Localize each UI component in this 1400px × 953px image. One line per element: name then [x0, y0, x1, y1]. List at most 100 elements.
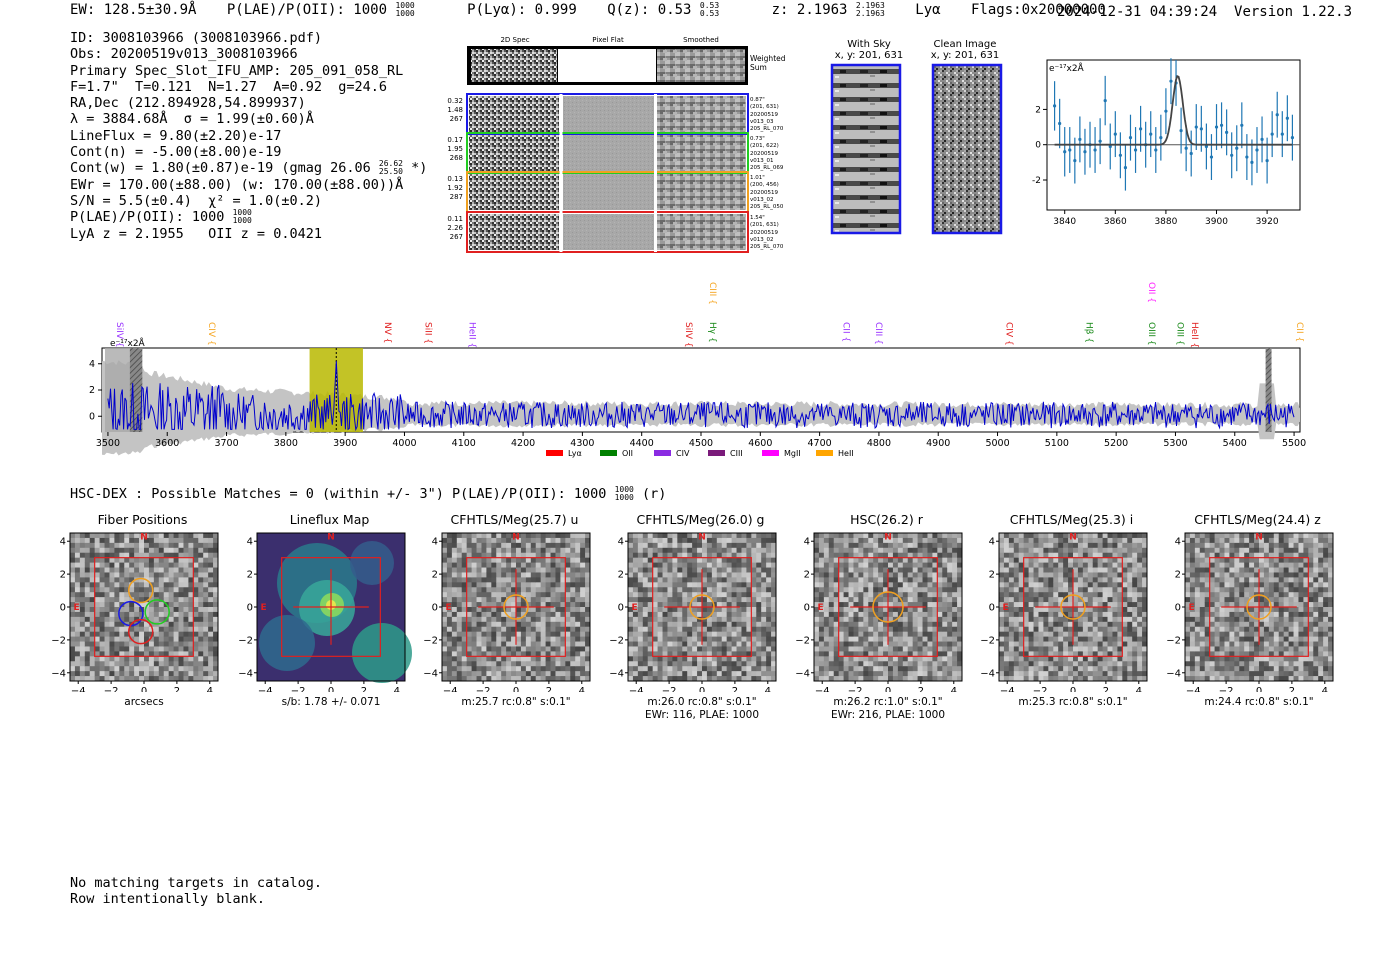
cutout-pixel [932, 641, 938, 647]
cutout-pixel [751, 616, 757, 623]
cutout-pixel [476, 671, 482, 677]
cutout-pixel [486, 572, 492, 578]
cutout-pixel [1137, 587, 1143, 593]
cutout-pixel [1003, 577, 1010, 583]
cutout-pixel [560, 651, 566, 657]
cutout-pixel [168, 621, 175, 628]
cutout-pixel [716, 597, 723, 603]
cutout-pixel [647, 602, 654, 608]
cutout-pixel [662, 656, 668, 662]
cutout-pixel [178, 597, 184, 603]
cutout-pixel [104, 621, 110, 628]
cutout-pixel [637, 666, 644, 672]
cutout-pixel [1038, 626, 1044, 633]
cutout-pixel [203, 572, 209, 578]
cutout-pixel [580, 631, 586, 638]
cutout-pixel [736, 676, 742, 682]
cutout-pixel [79, 602, 86, 608]
cutout-pixel [662, 611, 668, 618]
cutout-pixel [652, 611, 659, 618]
cutout-pixel [907, 626, 914, 633]
spectrum-xtick-label: 4900 [926, 438, 950, 449]
spectral-line-label: OII { [1146, 282, 1156, 303]
cutout-pixel [70, 656, 76, 662]
cutout-pixel [213, 621, 219, 628]
cutout-pixel [158, 572, 165, 578]
cutout-pixel [144, 661, 150, 667]
cutout-pixel [114, 621, 120, 628]
cutout-pixel [99, 533, 105, 539]
cutout-pixel [163, 607, 170, 613]
aperture-circle [872, 591, 904, 623]
cutout-pixel [525, 607, 532, 613]
cutout-pixel [771, 592, 777, 598]
cutout-pixel [736, 611, 742, 618]
cutout-pixel [153, 602, 160, 608]
cutout-pixel [1018, 656, 1025, 662]
cutout-pixel [565, 616, 571, 623]
cutout-pixel [932, 671, 938, 677]
cutout-pixel [706, 557, 713, 564]
cutout-pixel [1033, 626, 1039, 633]
cutout-pixel [858, 577, 864, 583]
cutout-pixel [570, 597, 576, 603]
cutout-pixel [907, 577, 914, 583]
cutout-pixel [1028, 552, 1034, 559]
cutout-pixel [1003, 656, 1010, 662]
cutout-pixel [516, 607, 522, 613]
cutout-pixel [892, 636, 899, 642]
cutout-pixel [446, 656, 453, 662]
legend-swatch [816, 450, 833, 456]
cutout-pixel [736, 592, 742, 598]
cutout-pixel [144, 552, 150, 559]
cutout-pixel [193, 666, 199, 672]
cutout-pixel [1008, 666, 1015, 672]
cutout-pixel [1137, 676, 1143, 682]
cutout-pixel [873, 577, 879, 583]
cutout-pixel [672, 602, 678, 608]
cutout-pixel [575, 676, 581, 682]
cutout-pixel [530, 562, 537, 568]
cutout-pixel [1107, 661, 1113, 667]
cutout-pixel [1068, 572, 1074, 578]
cutout-pixel [677, 577, 683, 583]
cutout-pixel [1018, 537, 1025, 544]
fit-data-point [1209, 155, 1214, 159]
cutout-pixel [70, 626, 76, 633]
cutout-pixel [511, 641, 517, 647]
cutout-pixel [94, 562, 101, 568]
cutout-pixel [134, 646, 140, 652]
cutout-pixel [878, 621, 884, 628]
cutout-pixel [570, 626, 576, 633]
cutout-pixel [952, 666, 958, 672]
cutout-pixel [736, 646, 742, 652]
cutout-pixel [511, 542, 517, 549]
cutout-pixel [692, 567, 698, 573]
cutout-pixel [1018, 602, 1025, 608]
cutout-pixel [520, 562, 527, 568]
cutout-pixel [1058, 621, 1064, 628]
cutout-pixel [848, 587, 854, 593]
cutout-pixel [702, 626, 708, 633]
cutout-pixel [501, 552, 507, 559]
cutout-pixel [124, 631, 130, 638]
cutout-pixel [560, 572, 566, 578]
cutout-ytick-label: −4 [238, 668, 253, 679]
cutout-pixel [999, 557, 1005, 564]
cutout-pixel [183, 671, 189, 677]
cutout-pixel [632, 646, 639, 652]
cutout-pixel [104, 587, 110, 593]
cutout-pixel [471, 582, 477, 588]
cutout-pixel [888, 656, 894, 662]
cutout-pixel [139, 562, 145, 568]
cutout-pixel [89, 621, 96, 628]
cutout-pixel [761, 671, 767, 677]
cutout-pixel [1112, 592, 1118, 598]
cutout-pixel [672, 587, 678, 593]
cutout-pixel [952, 567, 958, 573]
cutout-pixel [1097, 582, 1104, 588]
cutout-pixel [868, 607, 874, 613]
cutout-pixel [70, 567, 76, 573]
cutout-pixel [565, 562, 571, 568]
cutout-pixel [208, 671, 214, 677]
